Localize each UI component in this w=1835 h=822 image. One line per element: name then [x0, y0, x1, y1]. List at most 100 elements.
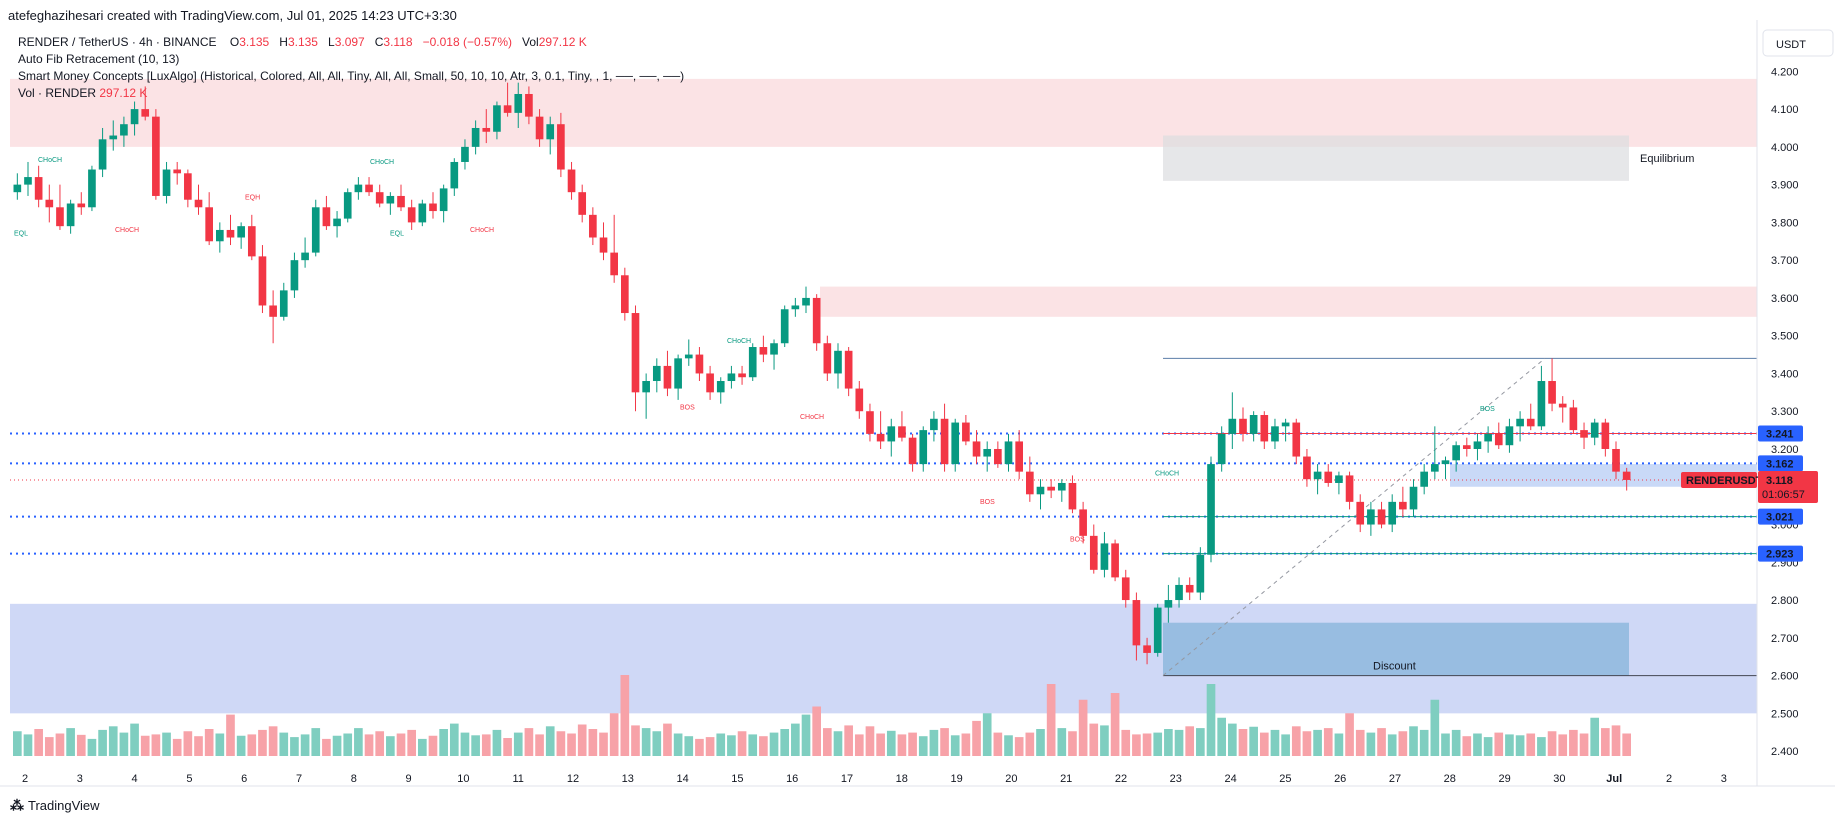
- indicator-volume[interactable]: Vol · RENDER 297.12 K: [18, 85, 684, 102]
- structure-label: CHoCH: [370, 159, 394, 166]
- volume-bar: [407, 729, 416, 756]
- volume-bar: [236, 735, 246, 756]
- volume-bar: [162, 732, 171, 756]
- indicator-smc[interactable]: Smart Money Concepts [LuxAlgo] (Historic…: [18, 69, 685, 83]
- candle-body: [1558, 403, 1567, 408]
- price-axis[interactable]: USDT 4.200 4.100 4.000 3.900 3.800 3.700 3.600…: [1756, 20, 1834, 786]
- volume-bar: [343, 733, 353, 756]
- symbol-title[interactable]: RENDER / TetherUS · 4h · BINANCE: [18, 35, 217, 49]
- time-tick-label: 10: [457, 773, 469, 785]
- time-tick-label: 4: [132, 773, 138, 785]
- candle-body: [770, 343, 778, 355]
- candle-body: [642, 381, 650, 393]
- candle-body: [386, 195, 395, 204]
- time-tick-label: 18: [896, 773, 908, 785]
- candle-body: [695, 354, 704, 374]
- volume-bar: [684, 736, 694, 756]
- candle-body: [1431, 464, 1439, 472]
- price-tick-label: 2.400: [1771, 746, 1799, 758]
- candle-body: [567, 169, 576, 193]
- candle-body: [439, 188, 448, 212]
- volume-bar: [76, 734, 86, 756]
- order-block: [1163, 622, 1629, 676]
- price-tick-label: 3.600: [1771, 293, 1799, 305]
- candle-body: [343, 192, 352, 219]
- volume-bar: [759, 736, 768, 756]
- volume-bar: [1547, 731, 1557, 756]
- candle-body: [1132, 600, 1141, 646]
- currency-button[interactable]: [1762, 29, 1834, 57]
- volume-bar: [876, 733, 885, 756]
- candle-body: [1569, 407, 1578, 431]
- volume-bar: [1430, 699, 1440, 756]
- tradingview-logo[interactable]: ⁂ TradingView: [10, 797, 100, 814]
- time-tick-label: 9: [406, 773, 412, 785]
- volume-bar: [833, 731, 843, 756]
- indicator-fib[interactable]: Auto Fib Retracement (10, 13): [18, 52, 180, 66]
- candle-body: [194, 199, 203, 208]
- volume-bar: [55, 733, 65, 756]
- time-tick-label: 22: [1115, 773, 1127, 785]
- candle-body: [1473, 441, 1482, 449]
- time-tick-label: 15: [731, 773, 743, 785]
- volume-bars: [13, 675, 1631, 756]
- discount-label: Discount: [1373, 661, 1416, 673]
- candle-body: [652, 365, 661, 382]
- candle-body: [866, 411, 874, 434]
- volume-bar: [1334, 733, 1344, 756]
- candle-body: [1260, 415, 1269, 442]
- structure-label: CHoCH: [470, 227, 494, 234]
- candle-body: [13, 184, 22, 193]
- candle-body: [279, 290, 288, 317]
- volume-bar: [396, 733, 406, 756]
- volume-bar: [929, 729, 939, 756]
- candle-body: [120, 124, 128, 136]
- volume-bar: [1387, 734, 1397, 756]
- volume-bar: [311, 728, 321, 756]
- volume-bar: [1441, 733, 1450, 756]
- candle-body: [429, 203, 437, 212]
- volume-bar: [1153, 732, 1163, 756]
- candle-body: [535, 116, 544, 140]
- candle-body: [45, 199, 54, 208]
- volume-bar: [1046, 684, 1056, 756]
- price-tags: 3.241 3.162 3.021 2.923 RENDERUSDT 3.118 01:06…: [1681, 425, 1818, 562]
- volume-value: 297.12 K: [538, 35, 587, 49]
- candle-body: [1196, 554, 1205, 593]
- structure-label: CHoCH: [800, 414, 824, 421]
- candle-body: [610, 252, 618, 276]
- volume-bar: [1100, 725, 1109, 756]
- volume-bar: [151, 734, 161, 756]
- volume-bar: [535, 734, 544, 756]
- volume-bar: [332, 735, 342, 756]
- volume-bar: [918, 736, 928, 756]
- volume-bar: [23, 734, 33, 756]
- volume-bar: [716, 733, 726, 756]
- candle-body: [1303, 456, 1311, 480]
- candle-body: [109, 135, 118, 140]
- volume-bar: [428, 735, 438, 756]
- volume-bar: [631, 725, 640, 756]
- volume-bar: [812, 706, 821, 756]
- candle-body: [34, 177, 43, 200]
- volume-bar: [897, 734, 907, 756]
- close-label: C: [374, 35, 384, 49]
- volume-bar: [641, 728, 651, 756]
- volume-bar: [1068, 731, 1077, 756]
- candle-body: [823, 343, 832, 374]
- candle-body: [1015, 441, 1023, 472]
- time-tick-label: 2: [22, 773, 28, 785]
- time-axis[interactable]: 2 3 4 5 6 7 8 9 10 11 12 13 14 15 16 17 18 19 20 21 22 23 24 25…: [0, 773, 1835, 787]
- volume-bar: [577, 724, 587, 756]
- time-tick-label: 19: [950, 773, 962, 785]
- volume-bar: [130, 723, 139, 756]
- volume-bar: [1323, 728, 1333, 756]
- volume-bar: [1494, 732, 1504, 756]
- time-tick-label: 13: [622, 773, 634, 785]
- volume-bar: [1345, 713, 1354, 756]
- structure-label: BOS: [680, 404, 695, 411]
- volume-bar: [1270, 729, 1280, 756]
- candle-body: [663, 365, 672, 389]
- candle-body: [311, 207, 320, 253]
